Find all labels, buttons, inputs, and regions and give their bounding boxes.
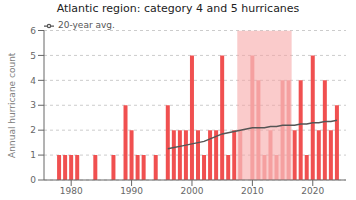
svg-text:2000: 2000 <box>181 186 204 196</box>
svg-text:3: 3 <box>30 100 36 110</box>
svg-text:6: 6 <box>30 26 36 36</box>
html-text:Atlantic region: category 4 an: Atlantic region: category 4 and 5 hurric… <box>56 2 300 15</box>
svg-text:2: 2 <box>30 125 36 135</box>
svg-text:1: 1 <box>30 150 36 160</box>
svg-text:5: 5 <box>30 51 36 61</box>
html-text:20-year avg.: 20-year avg. <box>58 20 115 30</box>
svg-text:0: 0 <box>30 175 36 185</box>
svg-text:4: 4 <box>30 76 36 86</box>
svg-text:1980: 1980 <box>60 186 83 196</box>
svg-text:2020: 2020 <box>301 186 324 196</box>
svg-text:2010: 2010 <box>241 186 264 196</box>
svg-text:1990: 1990 <box>120 186 143 196</box>
svg-text:Annual hurricane count: Annual hurricane count <box>7 52 17 158</box>
